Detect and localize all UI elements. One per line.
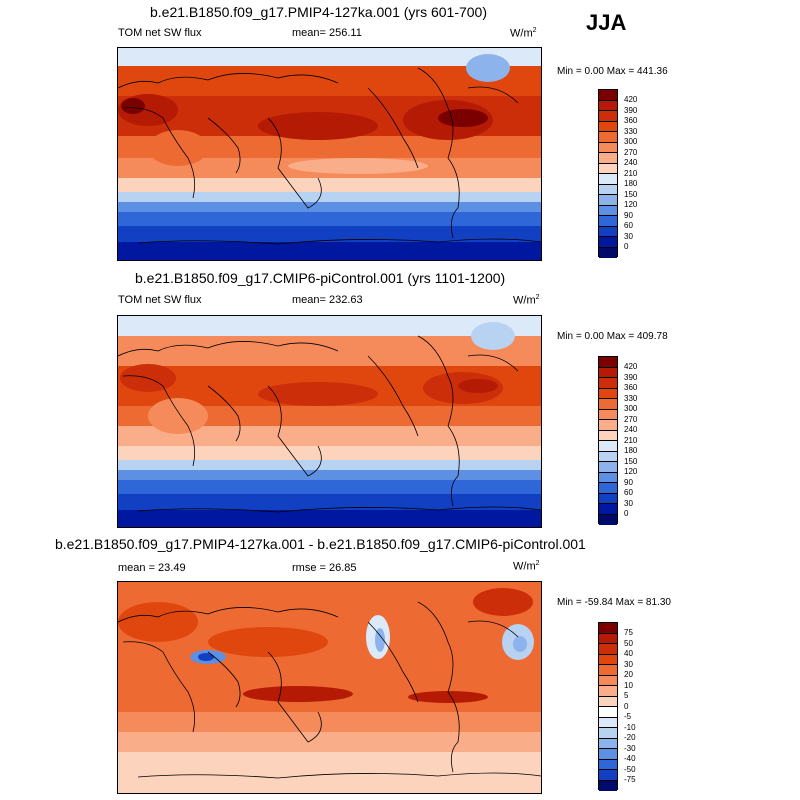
panel2-units: W/m2 bbox=[513, 294, 540, 307]
panel2-cb-label: 270 bbox=[624, 414, 638, 424]
panel2-cb-label: 60 bbox=[624, 488, 633, 497]
panel1-mean: mean= 256.11 bbox=[292, 27, 362, 39]
season-label: JJA bbox=[586, 10, 627, 35]
panel3-cb-label: 0 bbox=[624, 701, 629, 711]
panel1-cb-label: 360 bbox=[624, 116, 638, 125]
panel3-cb-label: -5 bbox=[624, 712, 632, 721]
panel3-title: b.e21.B1850.f09_g17.PMIP4-127ka.001 - b.… bbox=[55, 536, 586, 552]
panel3-units: W/m2 bbox=[513, 560, 540, 573]
panel2-cb-label: 390 bbox=[624, 372, 638, 382]
panel3-cb-label: -10 bbox=[624, 722, 636, 732]
panel3-cb-label: -30 bbox=[624, 743, 636, 753]
panel2-cb-label: 360 bbox=[624, 383, 638, 392]
panel2-cb-label: 300 bbox=[624, 404, 638, 413]
panel1-cb-label: 240 bbox=[624, 158, 638, 167]
panel2-cb-label: 330 bbox=[624, 393, 638, 403]
panel2-cb-label: 150 bbox=[624, 456, 638, 466]
panel2-cb-label: 180 bbox=[624, 446, 638, 455]
panel3-mean: mean = 23.49 bbox=[118, 562, 186, 574]
panel2-title: b.e21.B1850.f09_g17.CMIP6-piControl.001 … bbox=[135, 270, 506, 286]
panel2-variable-label: TOM net SW flux bbox=[118, 294, 202, 306]
panel3-cb-label: 75 bbox=[624, 628, 633, 637]
panel1-cb-label: 30 bbox=[624, 231, 633, 241]
panel2-minmax: Min = 0.00 Max = 409.78 bbox=[557, 331, 668, 342]
panel1-cb-label: 180 bbox=[624, 179, 638, 188]
panel1-cb-label: 0 bbox=[624, 242, 629, 251]
panel3-cb-label: 10 bbox=[624, 680, 633, 690]
panel1-cb-label: 300 bbox=[624, 137, 638, 146]
panel3-cb-label: 5 bbox=[624, 691, 629, 700]
panel1-minmax: Min = 0.00 Max = 441.36 bbox=[557, 66, 668, 77]
panel1-units: W/m2 bbox=[510, 27, 537, 40]
panel1-cb-label: 60 bbox=[624, 221, 633, 230]
panel1-cb-label: 390 bbox=[624, 105, 638, 115]
panel3-cb-label: 50 bbox=[624, 638, 633, 648]
panel2-cb-label: 90 bbox=[624, 477, 633, 487]
panel1-colorbar bbox=[598, 89, 618, 258]
panel1-cb-label: 420 bbox=[624, 95, 638, 104]
panel2-cb-label: 120 bbox=[624, 467, 638, 476]
panel3-rmse: rmse = 26.85 bbox=[292, 562, 357, 574]
panel1-cb-label: 330 bbox=[624, 126, 638, 136]
panel2-mean: mean= 232.63 bbox=[292, 294, 363, 306]
panel1-variable-label: TOM net SW flux bbox=[118, 27, 202, 39]
panel3-minmax: Min = -59.84 Max = 81.30 bbox=[557, 597, 671, 608]
panel2-cb-label: 210 bbox=[624, 435, 638, 445]
panel1-cb-label: 150 bbox=[624, 189, 638, 199]
panel2-cb-label: 420 bbox=[624, 362, 638, 371]
panel1-cb-label: 210 bbox=[624, 168, 638, 178]
panel2-cb-label: 30 bbox=[624, 498, 633, 508]
panel1-cb-label: 270 bbox=[624, 147, 638, 157]
panel2-map bbox=[117, 315, 542, 528]
panel3-cb-label: -50 bbox=[624, 764, 636, 774]
panel2-cb-label: 240 bbox=[624, 425, 638, 434]
panel3-map bbox=[117, 581, 542, 794]
panel3-cb-label: -40 bbox=[624, 754, 636, 763]
panel1-title: b.e21.B1850.f09_g17.PMIP4-127ka.001 (yrs… bbox=[150, 4, 488, 20]
panel1-map bbox=[117, 47, 542, 261]
panel3-cb-label: 30 bbox=[624, 659, 633, 669]
panel3-cb-label: 20 bbox=[624, 670, 633, 679]
panel1-cb-label: 90 bbox=[624, 210, 633, 220]
panel3-cb-label: -75 bbox=[624, 775, 636, 784]
panel3-cb-label: -20 bbox=[624, 733, 636, 742]
panel2-colorbar bbox=[598, 356, 618, 525]
panel1-cb-label: 120 bbox=[624, 200, 638, 209]
panel2-cb-label: 0 bbox=[624, 509, 629, 518]
panel3-cb-label: 40 bbox=[624, 649, 633, 658]
panel3-colorbar bbox=[598, 622, 618, 791]
